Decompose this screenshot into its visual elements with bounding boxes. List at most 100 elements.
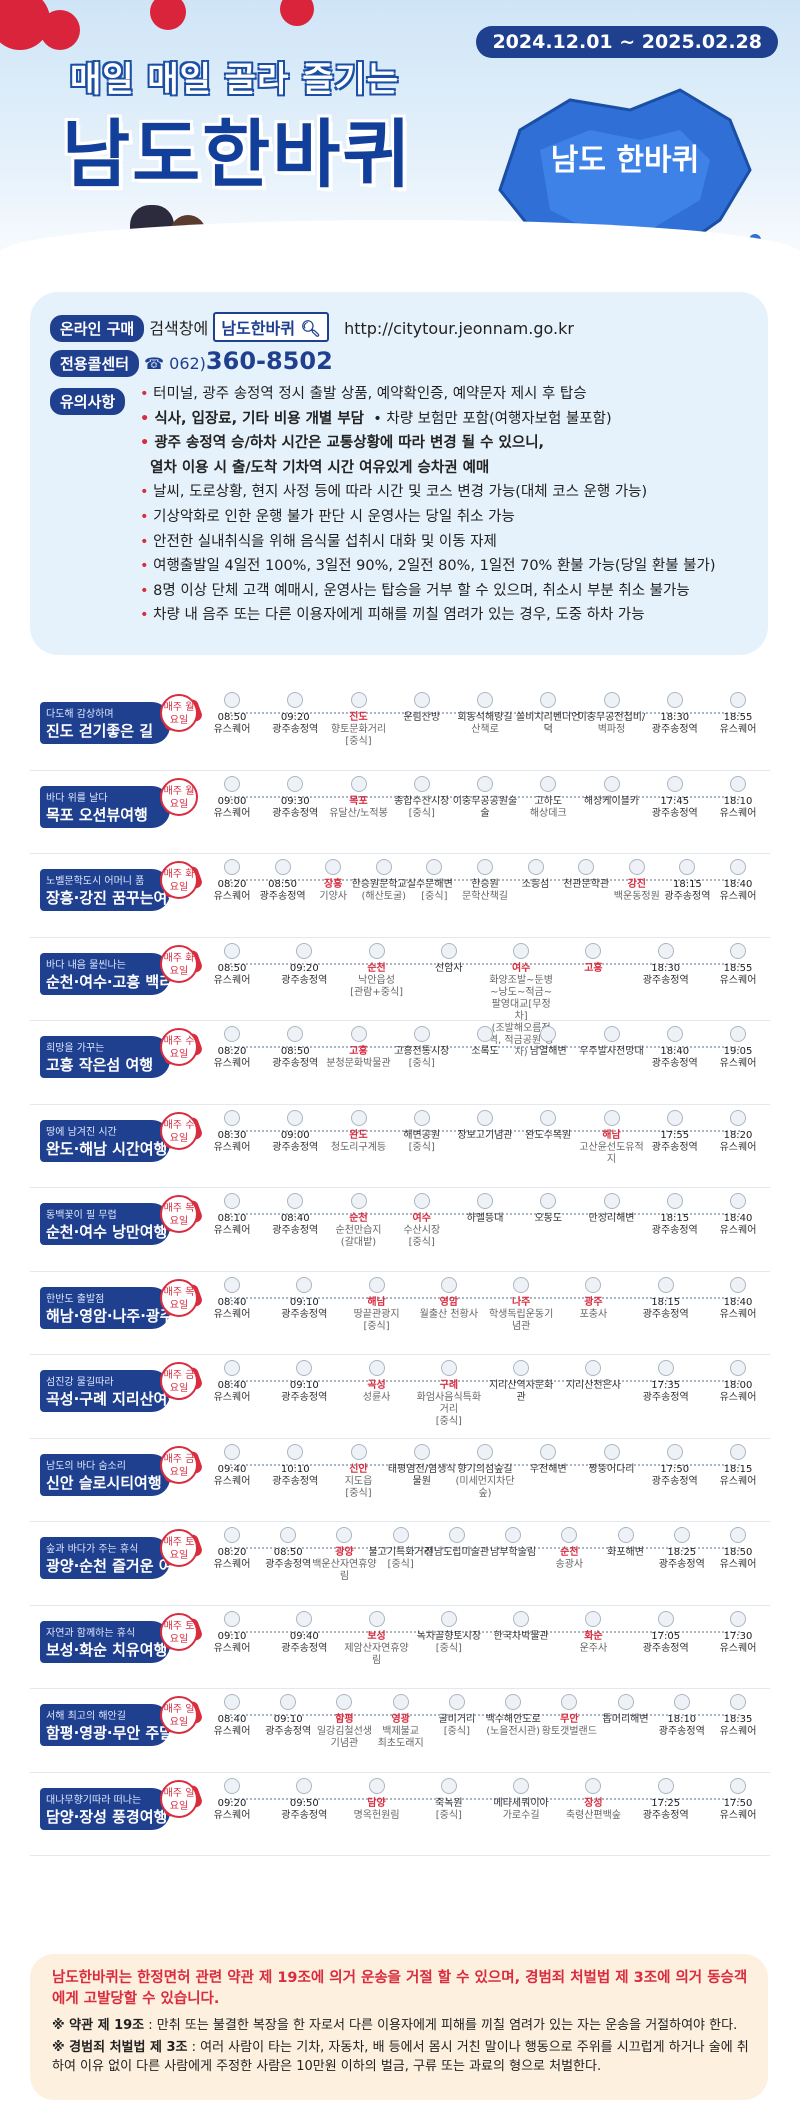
law-19-text: : 만취 또는 불결한 복장을 한 자로서 다른 이용자에게 피해를 끼칠 염려… [148,2018,738,2033]
bus-icon [224,1777,240,1794]
bus-icon [657,1610,674,1627]
bus-icon [666,1026,683,1042]
note-text: 기상악화로 인한 운행 불가 판단 시 운영사는 당일 취소 가능 [153,508,515,525]
bus-icon [287,692,304,708]
phone-number[interactable]: 360-8502 [205,347,333,375]
stop-time: 19:05 [723,1046,753,1057]
stop-place: 신안 [349,1463,368,1475]
note-text: 차량 내 음주 또는 다른 이용자에게 피해를 끼칠 염려가 있는 경우, 도중… [153,607,645,624]
stop-detail: 화엄사음식특화거리 [416,1392,482,1415]
page-title: 남도한바퀴 [62,112,413,198]
stop-detail: 해상데크 [529,807,567,819]
stop-place: 우전해변 [529,1463,567,1475]
route-stop: 18:15 광주송정역 [652,859,722,903]
route-track [225,1797,740,1800]
stop-time: 09:50 [289,1797,319,1809]
stop-detail: [중식] [435,1642,462,1654]
route-stop: 지리산역사문화관 [486,1360,556,1404]
route-stop: 18:30 광주송정역 [631,942,701,987]
bus-icon [730,1193,746,1209]
route-divider [30,936,770,938]
tagline: 매일 매일 골라 즐기는 [70,60,400,100]
weekday-badge: 매주 수요일 [160,1111,198,1150]
bus-icon [730,1360,746,1376]
bus-icon [730,1109,746,1126]
stop-time: 09:10 [289,1380,319,1391]
route-stop: 무안 황토갯벌랜드 [534,1694,604,1738]
route-stop: 광주 포충사 [558,1276,628,1321]
route-subtitle: 남도의 바다 숨소리 [46,1460,126,1472]
stop-place: 함평 [335,1714,354,1725]
stop-place: 유스퀘어 [719,724,757,735]
stop-time: 18:40 [723,879,753,890]
route-subtitle: 한반도 출발점 [46,1293,105,1305]
stop-place: 유스퀘어 [719,1141,757,1153]
route-badge[interactable]: 노벨문학도시 어머니 품장흥·강진 꿈꾸는여행12,900원 [40,865,204,911]
stop-time: 17:45 [660,795,690,807]
route-stop: 보성 제암산자연휴양림 [342,1610,412,1667]
stop-place: 강진 [627,879,646,890]
stop-time: 08:20 [217,1547,247,1558]
route-stop: 09:10 광주송정역 [269,1360,339,1404]
route-stop: 17:50 광주송정역 [640,1443,710,1488]
route-subtitle: 노벨문학도시 어머니 품 [46,876,145,887]
route-stop: 18:40 광주송정역 [640,1026,710,1070]
stop-detail: 낙안읍성 [358,974,395,986]
stop-place: 지리산천은사 [565,1380,622,1391]
stop-marker-icon [336,1694,353,1710]
stop-place: 고하도 [534,795,563,807]
stop-marker-icon [513,942,530,959]
website-link[interactable]: http://citytour.jeonnam.go.kr [344,319,574,338]
route-stop: 톱머리해변 [591,1694,661,1726]
route-stop: 천관문학관 [551,859,621,891]
route-name: 함평·영광·무안 주말여행 [46,1724,201,1742]
note-text: 8명 이상 단체 고객 예매시, 운영사는 탑승을 거부 할 수 있으며, 취소… [153,582,690,599]
route-stop: 메타세쿼이아 가로수길 [486,1777,556,1822]
bus-icon [666,1109,683,1126]
stop-time: 08:50 [268,879,297,890]
stop-marker-icon [440,942,457,959]
route-stop: 진도 향토문화거리 [중식] [324,692,394,748]
route-stop: 고흥전통시장 [중식] [387,1026,457,1070]
stop-time: 08:40 [217,1714,247,1725]
stop-time: 08:20 [217,1046,247,1057]
stop-place: 광주송정역 [642,1809,689,1821]
stop-place: 이충무공전첩비/ [577,712,646,723]
stop-marker-icon [413,1109,430,1126]
stop-marker-icon [578,859,595,875]
route-stop: 순천 송광사 [534,1527,604,1571]
stop-time: 18:15 [660,1213,690,1224]
stop-detail: [중식] [435,1416,462,1427]
route-stop: 18:00 유스퀘어 [703,1360,773,1404]
route-row[interactable]: 노벨문학도시 어머니 품장흥·강진 꿈꾸는여행12,900원매주 화요일08:2… [0,855,800,937]
stop-time: 09:10 [217,1630,247,1642]
stop-place: 유스퀘어 [213,1726,251,1737]
stop-marker-icon [368,942,385,959]
